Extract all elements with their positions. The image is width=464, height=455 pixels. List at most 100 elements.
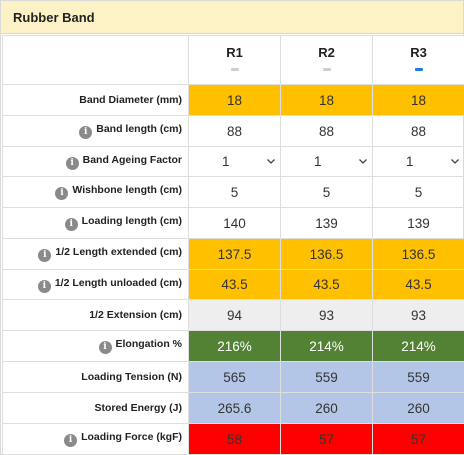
cell-value: 5: [230, 184, 239, 200]
row-label-cell: Stored Energy (J): [2, 392, 189, 424]
value-cell: 559: [372, 361, 464, 393]
row-label-cell: i Elongation %: [2, 330, 189, 362]
chevron-down-icon[interactable]: [358, 156, 368, 166]
column-header-row: R1 R2 R3: [2, 35, 464, 85]
cell-value: 94: [226, 307, 243, 323]
tab-indicator: [322, 68, 331, 71]
info-icon[interactable]: i: [38, 249, 52, 262]
row-label: Band Ageing Factor: [82, 153, 182, 166]
cell-value: 5: [414, 184, 423, 200]
value-cell[interactable]: 88: [372, 115, 464, 147]
rubber-band-table: R1 R2 R3 Band Diameter (mm) 18 18 18 i Band len…: [2, 35, 464, 455]
value-cell: 94: [188, 299, 281, 331]
value-cell: 214%: [372, 330, 464, 362]
chevron-down-icon[interactable]: [450, 156, 460, 166]
table-row: i Wishbone length (cm) 5 5 5: [2, 176, 464, 208]
value-cell[interactable]: 43.5: [372, 269, 464, 300]
row-label: Band Diameter (mm): [79, 94, 182, 106]
value-cell[interactable]: 88: [280, 115, 373, 147]
info-icon[interactable]: i: [98, 341, 112, 354]
cell-value: 139: [315, 215, 338, 231]
value-cell[interactable]: 5: [372, 176, 464, 208]
row-label-cell: i 1/2 Length unloaded (cm): [2, 269, 189, 300]
table-row: Band Diameter (mm) 18 18 18: [2, 84, 464, 116]
info-icon[interactable]: i: [64, 218, 78, 231]
value-cell: 260: [372, 392, 464, 424]
cell-value: 93: [318, 307, 335, 323]
value-cell[interactable]: 137.5: [188, 238, 281, 270]
row-label: Loading length (cm): [81, 215, 182, 227]
value-cell[interactable]: 18: [188, 84, 281, 116]
cell-value: 18: [318, 92, 335, 108]
value-cell: 57: [372, 423, 464, 455]
value-cell[interactable]: 18: [372, 84, 464, 116]
ageing-factor-select[interactable]: 1: [372, 146, 464, 177]
column-tab-r2[interactable]: R2: [280, 35, 373, 85]
corner-cell: [2, 35, 189, 85]
row-label-cell: i Loading length (cm): [2, 207, 189, 239]
ageing-factor-select[interactable]: 1: [280, 146, 373, 177]
info-icon[interactable]: i: [79, 126, 93, 139]
row-label: Wishbone length (cm): [72, 184, 182, 196]
table-row: i Loading Force (kgF) 58 57 57: [2, 423, 464, 455]
info-icon[interactable]: i: [65, 156, 79, 170]
cell-value: 43.5: [221, 277, 248, 292]
row-label-cell: i Loading Force (kgF): [2, 423, 189, 455]
cell-value: 559: [315, 369, 338, 385]
row-label: 1/2 Length unloaded (cm): [54, 276, 182, 289]
table-row: i 1/2 Length extended (cm) 137.5 136.5 136.5: [2, 238, 464, 270]
cell-value: 18: [410, 92, 427, 108]
ageing-factor-select[interactable]: 1: [188, 146, 281, 177]
value-cell[interactable]: 5: [188, 176, 281, 208]
chevron-down-icon[interactable]: [266, 156, 276, 166]
value-cell: 214%: [280, 330, 373, 362]
value-cell: 260: [280, 392, 373, 424]
row-label: Elongation %: [115, 338, 183, 350]
cell-value: 214%: [401, 338, 436, 354]
table-row: i Band Ageing Factor 1 1 1: [2, 146, 464, 177]
cell-value: 260: [315, 400, 338, 416]
row-label-cell: Loading Tension (N): [2, 361, 189, 393]
table-row: Stored Energy (J) 265.6 260 260: [2, 392, 464, 424]
cell-value: 140: [223, 215, 246, 231]
info-icon[interactable]: i: [55, 187, 69, 200]
value-cell[interactable]: 136.5: [280, 238, 373, 270]
table-row: i Elongation % 216% 214% 214%: [2, 330, 464, 362]
info-icon[interactable]: i: [64, 434, 78, 447]
value-cell[interactable]: 43.5: [188, 269, 281, 300]
value-cell[interactable]: 43.5: [280, 269, 373, 300]
cell-value: 565: [223, 369, 246, 385]
value-cell[interactable]: 5: [280, 176, 373, 208]
table-row: i Band length (cm) 88 88 88: [2, 115, 464, 147]
cell-value: 1: [222, 154, 230, 169]
row-label-cell: Band Diameter (mm): [2, 84, 189, 116]
value-cell: 216%: [188, 330, 281, 362]
row-label: 1/2 Length extended (cm): [55, 246, 182, 258]
value-cell[interactable]: 136.5: [372, 238, 464, 270]
row-label: Band length (cm): [96, 123, 182, 135]
value-cell[interactable]: 139: [372, 207, 464, 239]
value-cell[interactable]: 18: [280, 84, 373, 116]
column-label: R3: [410, 45, 427, 60]
value-cell[interactable]: 139: [280, 207, 373, 239]
cell-value: 43.5: [313, 277, 340, 292]
cell-value: 559: [407, 369, 430, 385]
cell-value: 216%: [217, 338, 252, 354]
column-tab-r1[interactable]: R1: [188, 35, 281, 85]
row-label: Loading Tension (N): [81, 371, 182, 383]
column-tab-r3[interactable]: R3: [372, 35, 464, 85]
cell-value: 214%: [309, 338, 344, 354]
value-cell[interactable]: 140: [188, 207, 281, 239]
table-row: i 1/2 Length unloaded (cm) 43.5 43.5 43.5: [2, 269, 464, 300]
info-icon[interactable]: i: [37, 279, 51, 293]
row-label-cell: i Band Ageing Factor: [2, 146, 189, 177]
row-label-cell: 1/2 Extension (cm): [2, 299, 189, 331]
value-cell: 58: [188, 423, 281, 455]
tab-indicator: [230, 68, 239, 71]
table-row: Loading Tension (N) 565 559 559: [2, 361, 464, 393]
cell-value: 260: [407, 400, 430, 416]
panel-title: Rubber Band: [1, 1, 463, 34]
column-label: R2: [318, 45, 335, 60]
value-cell: 559: [280, 361, 373, 393]
value-cell[interactable]: 88: [188, 115, 281, 147]
